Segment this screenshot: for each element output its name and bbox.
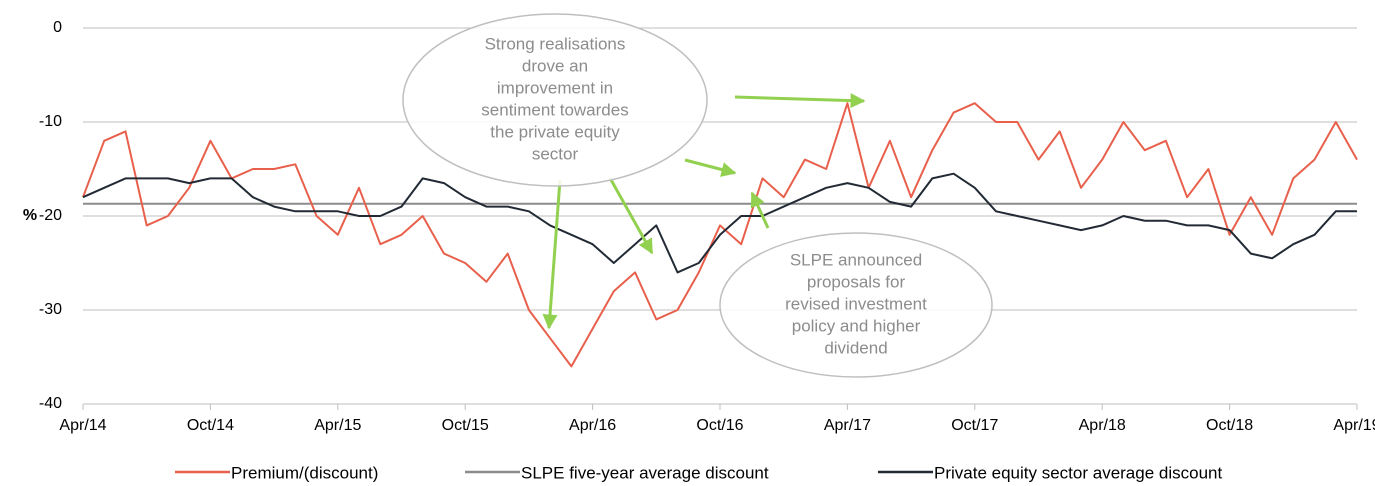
annotation-text: revised investment xyxy=(785,294,927,313)
annotation-text: the private equity xyxy=(490,122,620,141)
series-line xyxy=(82,172,1357,274)
arrows xyxy=(542,93,866,330)
x-tick-label: Oct/15 xyxy=(442,417,489,434)
annotation-text: proposals for xyxy=(807,272,906,291)
annotation-bubble xyxy=(402,13,708,187)
x-tick-label: Apr/19 xyxy=(1333,417,1375,434)
annotation-bubble xyxy=(719,232,993,378)
legend-label: Premium/(discount) xyxy=(231,463,378,482)
legend-label: SLPE five-year average discount xyxy=(521,463,769,482)
y-tick-label: 0 xyxy=(53,19,62,36)
arrow xyxy=(750,191,770,229)
annotation: Strong realisations drove an improvement i… xyxy=(402,13,708,187)
arrow xyxy=(684,158,737,177)
x-tick-label: Apr/14 xyxy=(59,417,106,434)
lines xyxy=(82,102,1358,368)
y-axis-label: % xyxy=(23,207,37,224)
annotation-text: sector xyxy=(532,144,579,163)
arrow xyxy=(542,179,562,330)
x-tick-label: Oct/16 xyxy=(696,417,743,434)
legend-label: Private equity sector average discount xyxy=(934,463,1222,482)
x-tick-label: Apr/18 xyxy=(1079,417,1126,434)
annotation-text: Strong realisations xyxy=(485,34,626,53)
arrow xyxy=(734,93,866,109)
annotation-text: dividend xyxy=(824,338,887,357)
x-tick-label: Oct/17 xyxy=(951,417,998,434)
annotation-text: SLPE announced xyxy=(790,250,922,269)
annotation-text: drove an xyxy=(522,56,588,75)
series-line xyxy=(82,102,1358,368)
x-tick-label: Oct/18 xyxy=(1206,417,1253,434)
y-tick-label: -10 xyxy=(39,113,62,130)
x-tick-label: Oct/14 xyxy=(187,417,234,434)
y-tick-label: -20 xyxy=(39,207,62,224)
annotation-text: policy and higher xyxy=(792,316,921,335)
y-tick-label: -40 xyxy=(39,395,62,412)
annotation: SLPE announced proposals for revised inves… xyxy=(719,232,993,378)
grid xyxy=(82,27,1358,410)
x-tick-label: Apr/17 xyxy=(824,417,871,434)
annotation-text: improvement in xyxy=(497,78,613,97)
x-tick-label: Apr/15 xyxy=(314,417,361,434)
annotation-text: sentiment towardes xyxy=(481,100,628,119)
arrow xyxy=(608,177,654,255)
y-tick-label: -30 xyxy=(39,301,62,318)
x-tick-label: Apr/16 xyxy=(569,417,616,434)
